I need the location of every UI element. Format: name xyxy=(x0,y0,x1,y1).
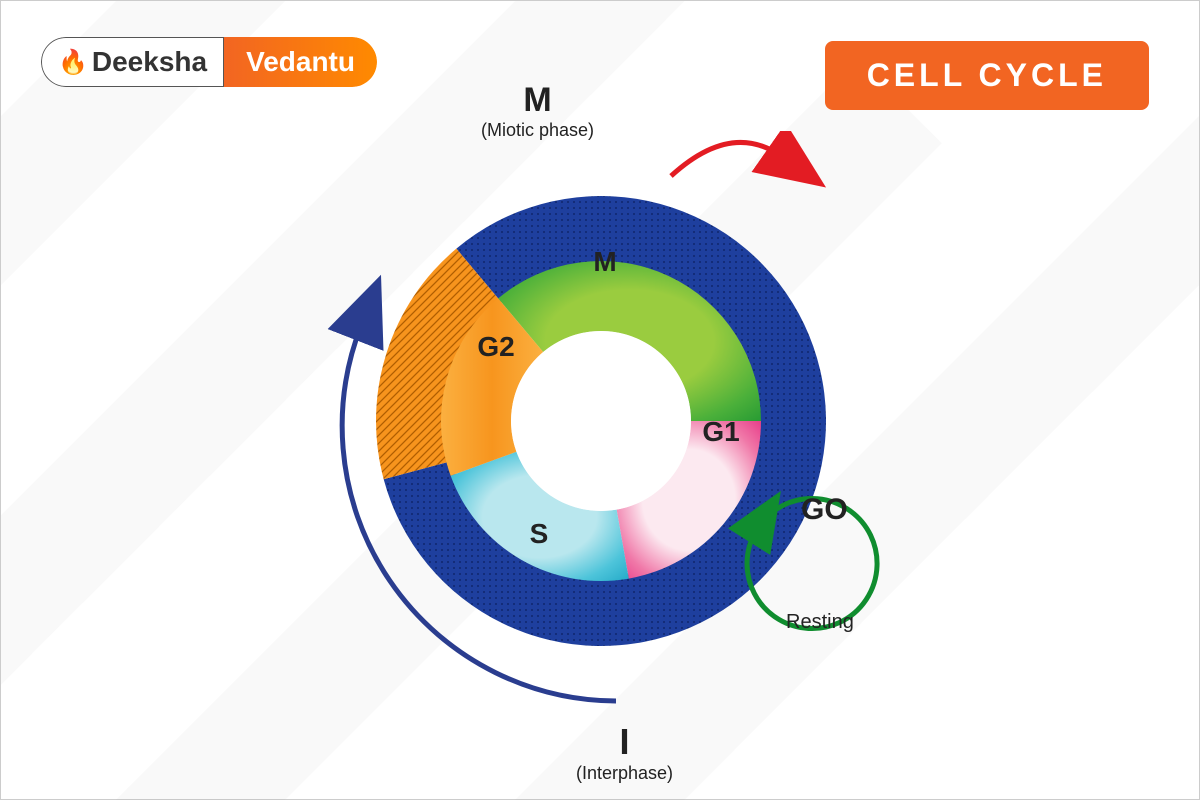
flame-icon: 🔥 xyxy=(58,48,88,77)
i-main: I xyxy=(576,721,673,763)
logo-left: 🔥 Deeksha xyxy=(41,37,224,87)
logo-left-text: Deeksha xyxy=(92,46,207,78)
center-hole xyxy=(511,331,691,511)
interphase-label: I (Interphase) xyxy=(576,721,673,784)
title-badge: CELL CYCLE xyxy=(825,41,1149,110)
m-sub: (Miotic phase) xyxy=(481,120,594,141)
brand-logo: 🔥 Deeksha Vedantu xyxy=(41,37,377,87)
g2-label: G2 xyxy=(477,331,514,362)
i-sub: (Interphase) xyxy=(576,763,673,784)
m-exit-arrow xyxy=(671,142,781,176)
go-label: GO xyxy=(801,493,848,527)
m-inner-label: M xyxy=(593,246,616,277)
resting-label: Resting xyxy=(786,611,854,634)
m-main: M xyxy=(481,81,594,120)
s-label: S xyxy=(530,518,549,549)
g1-label: G1 xyxy=(702,416,739,447)
m-phase-label: M (Miotic phase) xyxy=(481,81,594,141)
logo-right-text: Vedantu xyxy=(224,37,377,87)
